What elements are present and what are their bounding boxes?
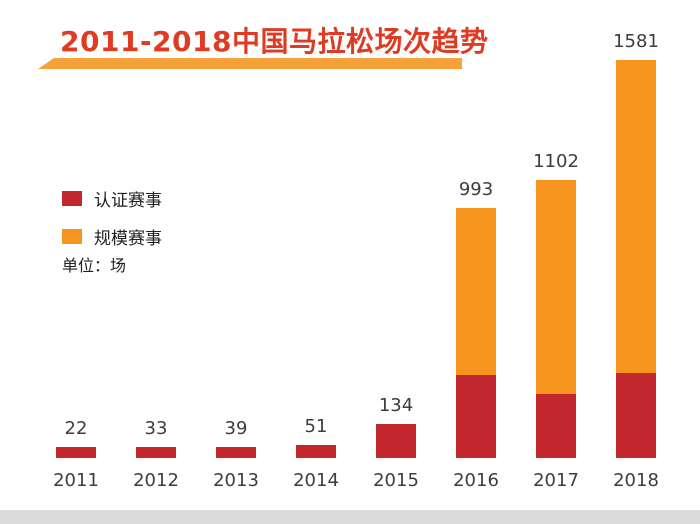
bar-2018 [616,59,656,458]
bar-value-label: 22 [64,418,88,439]
bar-value-label: 1102 [533,151,579,173]
bar-segment-certified [456,375,496,458]
bar-segment-certified [296,445,336,458]
bar-2016 [456,207,496,458]
bar-column-2017: 1102 2017 [530,151,582,510]
legend-label-scale: 规模赛事 [94,229,162,249]
bar-2017 [536,180,576,458]
bar-value-label: 51 [304,416,328,438]
chart-legend: 认证赛事 规模赛事 [62,186,162,249]
x-axis-label: 2015 [373,470,419,491]
bar-column-2014: 51 2014 [290,416,342,510]
bar-column-2015: 134 2015 [370,395,422,510]
bar-value-label: 993 [458,178,494,200]
bar-value-label: 39 [224,418,248,439]
bar-2011 [56,447,96,458]
bar-value-label: 33 [144,418,168,439]
legend-label-certified: 认证赛事 [94,191,162,211]
legend-item-scale: 规模赛事 [62,224,162,249]
bar-2012 [136,447,176,458]
bar-2015 [376,424,416,458]
unit-label: 单位：场 [62,256,127,275]
bar-segment-scale [616,59,656,373]
chart-title: 2011-2018中国马拉松场次趋势 [60,25,489,58]
bar-segment-certified [136,447,176,458]
x-axis-label: 2016 [453,470,499,491]
x-axis-label: 2011 [53,470,99,491]
legend-swatch-certified [62,191,82,206]
plot-area: 22 2011 33 2012 39 2013 51 2014 134 2015 993 2016 11… [50,0,662,510]
bar-2014 [296,445,336,458]
bar-segment-certified [56,447,96,458]
legend-item-certified: 认证赛事 [62,186,162,211]
bar-2013 [216,447,256,458]
bar-segment-certified [616,372,656,458]
legend-swatch-scale [62,229,82,244]
bar-segment-certified [216,447,256,458]
bar-segment-scale [456,207,496,376]
bar-column-2018: 1581 2018 [610,31,662,510]
bar-segment-certified [536,393,576,458]
bar-value-label: 1581 [613,30,659,52]
bar-column-2012: 33 2012 [130,418,182,510]
bar-value-label: 134 [378,395,414,417]
bar-column-2011: 22 2011 [50,418,102,510]
x-axis-label: 2017 [533,470,579,491]
bar-column-2016: 993 2016 [450,179,502,510]
x-axis-label: 2018 [613,470,659,491]
x-axis-label: 2012 [133,470,179,491]
title-underline-bar [38,58,462,69]
x-axis-label: 2014 [293,470,339,491]
bar-segment-certified [376,424,416,458]
bar-segment-scale [536,180,576,394]
x-axis-label: 2013 [213,470,259,491]
bar-column-2013: 39 2013 [210,418,262,510]
bottom-strip [0,510,700,524]
